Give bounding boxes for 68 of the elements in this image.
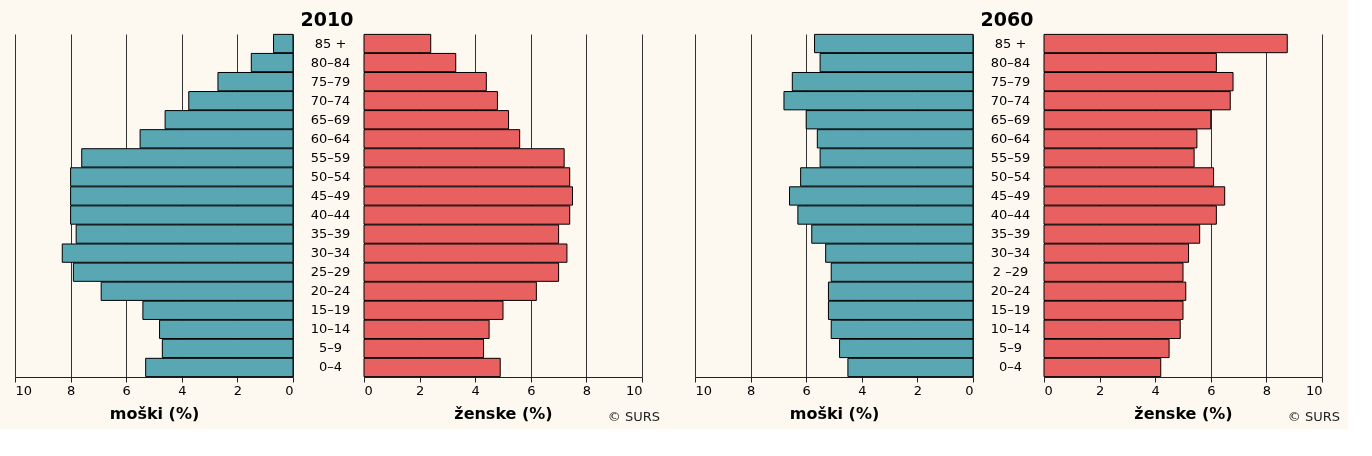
y-tick-label: 20–24 bbox=[310, 283, 351, 299]
y-tick-label: 35–39 bbox=[310, 226, 351, 242]
x-tick-label: 4 bbox=[1151, 382, 1160, 398]
x-tick-label: 4 bbox=[858, 382, 867, 398]
x-tick-label: 6 bbox=[1207, 382, 1216, 398]
text: © SURS bbox=[607, 409, 660, 424]
y-tick-label: 50–54 bbox=[990, 168, 1031, 184]
x-tick-label: 2 bbox=[415, 382, 425, 398]
y-tick-label: 55–59 bbox=[310, 149, 351, 165]
y-tick-label: 15–19 bbox=[310, 302, 351, 318]
x-axis-title: moški (%) bbox=[789, 403, 880, 423]
y-tick-label: 55–59 bbox=[990, 149, 1031, 165]
y-tick-label: 45–49 bbox=[310, 187, 351, 203]
y-tick-label: 60–64 bbox=[310, 130, 351, 146]
text: © SURS bbox=[1287, 409, 1340, 424]
y-tick-label: 30–34 bbox=[310, 245, 351, 261]
x-tick-label: 6 bbox=[802, 382, 811, 398]
chart-title: 2010 bbox=[300, 7, 354, 30]
x-tick-label: 0 bbox=[364, 382, 373, 398]
x-axis-title: ženske (%) bbox=[1134, 403, 1233, 423]
y-tick-label: 30–34 bbox=[990, 245, 1031, 261]
y-tick-label: 35–39 bbox=[990, 226, 1031, 242]
y-tick-label: 5–9 bbox=[998, 340, 1023, 356]
y-tick-label: 75–79 bbox=[310, 73, 351, 89]
x-tick-label: 8 bbox=[582, 382, 592, 398]
y-tick-label: 80–84 bbox=[990, 54, 1031, 70]
x-tick-label: 2 bbox=[233, 382, 243, 398]
y-tick-label: 15–19 bbox=[990, 302, 1031, 318]
y-tick-label: 70–74 bbox=[310, 92, 351, 108]
x-tick-label: 6 bbox=[527, 382, 536, 398]
x-tick-label: 4 bbox=[178, 382, 187, 398]
y-tick-label: 0–4 bbox=[998, 359, 1023, 375]
x-tick-label: 0 bbox=[285, 382, 294, 398]
y-tick-label: 50–54 bbox=[310, 168, 351, 184]
x-tick-label: 10 bbox=[625, 382, 643, 398]
x-tick-label: 2 bbox=[913, 382, 923, 398]
x-tick-label: 8 bbox=[746, 382, 756, 398]
x-tick-label: 10 bbox=[15, 382, 33, 398]
y-tick-label: 65–69 bbox=[310, 111, 351, 127]
y-tick-label: 25–29 bbox=[310, 264, 351, 280]
x-tick-label: 0 bbox=[1044, 382, 1053, 398]
y-tick-label: 80–84 bbox=[310, 54, 351, 70]
x-tick-label: 10 bbox=[1305, 382, 1323, 398]
y-tick-label: 2 –29 bbox=[992, 264, 1029, 280]
y-tick-label: 0–4 bbox=[318, 359, 343, 375]
y-tick-label: 60–64 bbox=[990, 130, 1031, 146]
y-tick-label: 70–74 bbox=[990, 92, 1031, 108]
x-tick-label: 4 bbox=[471, 382, 480, 398]
y-tick-label: 85 + bbox=[314, 35, 347, 51]
x-tick-label: 10 bbox=[695, 382, 713, 398]
y-tick-label: 10–14 bbox=[990, 321, 1031, 337]
x-tick-label: 8 bbox=[1262, 382, 1272, 398]
y-tick-label: 20–24 bbox=[990, 283, 1031, 299]
y-tick-label: 5–9 bbox=[318, 340, 343, 356]
y-tick-label: 45–49 bbox=[990, 187, 1031, 203]
chart-title: 2060 bbox=[980, 7, 1034, 30]
y-tick-label: 40–44 bbox=[990, 207, 1031, 223]
x-axis-title: moški (%) bbox=[109, 403, 200, 423]
y-tick-label: 40–44 bbox=[310, 207, 351, 223]
x-axis-title: ženske (%) bbox=[454, 403, 553, 423]
y-tick-label: 10–14 bbox=[310, 321, 351, 337]
y-tick-label: 85 + bbox=[994, 35, 1027, 51]
x-tick-label: 8 bbox=[66, 382, 76, 398]
y-tick-label: 65–69 bbox=[990, 111, 1031, 127]
x-tick-label: 2 bbox=[1095, 382, 1105, 398]
y-tick-label: 75–79 bbox=[990, 73, 1031, 89]
x-tick-label: 0 bbox=[965, 382, 974, 398]
x-tick-label: 6 bbox=[122, 382, 131, 398]
